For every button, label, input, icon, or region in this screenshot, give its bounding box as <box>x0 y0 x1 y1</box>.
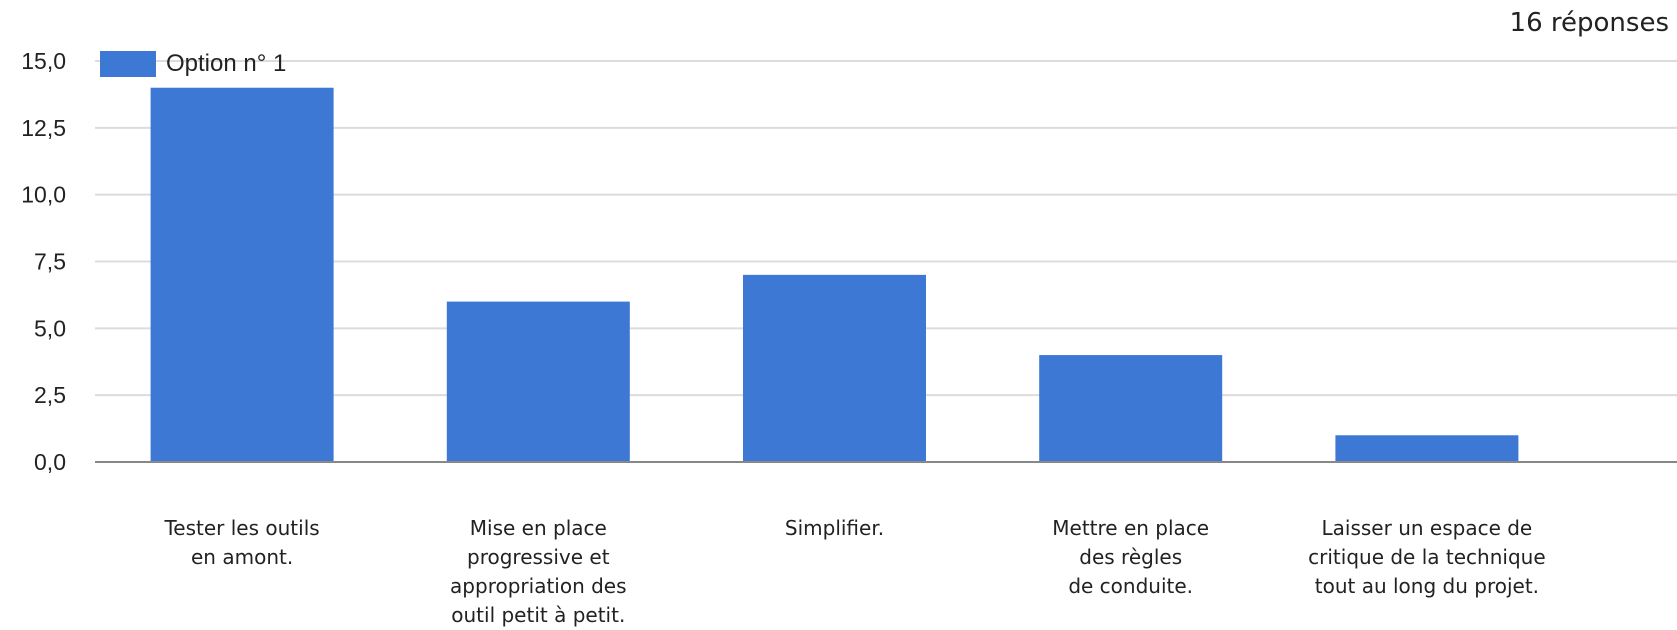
x-tick-label-line: des règles <box>1079 545 1183 569</box>
x-tick-label-line: Mise en place <box>469 516 607 540</box>
y-tick-label: 7,5 <box>34 249 66 275</box>
y-tick-label: 0,0 <box>34 449 66 475</box>
x-tick-label: Tester les outils en amont. <box>122 514 362 572</box>
y-tick-label: 10,0 <box>21 182 66 208</box>
bar <box>446 301 630 462</box>
x-tick-label: Mise en place progressive et appropriation… <box>418 514 658 630</box>
legend-label: Option n° 1 <box>166 50 287 77</box>
bar <box>743 274 926 462</box>
x-tick-label-line: Laisser un espace de <box>1321 516 1533 540</box>
x-tick-label: Mettre en place des règles de conduite. <box>1011 514 1251 601</box>
x-tick-label-line: critique de la technique <box>1308 545 1546 569</box>
x-tick-label-line: Simplifier. <box>784 516 885 540</box>
x-tick-label-line: Tester les outils <box>164 516 320 540</box>
x-tick-label-line: progressive et <box>467 545 610 569</box>
x-tick-label-line: tout au long du projet. <box>1314 574 1540 598</box>
x-tick-label-line: en amont. <box>191 545 294 569</box>
response-count: 16 réponses <box>1509 8 1669 38</box>
bar <box>150 87 334 462</box>
x-tick-label: Simplifier. <box>715 514 955 543</box>
y-tick-label: 12,5 <box>21 115 66 141</box>
y-tick-label: 2,5 <box>34 382 66 408</box>
legend: Option n° 1 <box>100 50 286 78</box>
bar <box>1039 355 1223 462</box>
legend-swatch <box>100 51 156 77</box>
x-tick-label-line: Mettre en place <box>1052 516 1210 540</box>
y-tick-label: 5,0 <box>34 315 66 341</box>
x-axis-labels: Tester les outils en amont. Mise en place p… <box>0 514 1677 629</box>
x-tick-label-line: de conduite. <box>1068 574 1194 598</box>
y-tick-label: 15,0 <box>21 48 66 74</box>
bar <box>1335 435 1519 462</box>
x-tick-label-line: outil petit à petit. <box>451 603 626 627</box>
x-tick-label: Laisser un espace de critique de la techn… <box>1307 514 1547 601</box>
x-tick-label-line: appropriation des <box>450 574 627 598</box>
